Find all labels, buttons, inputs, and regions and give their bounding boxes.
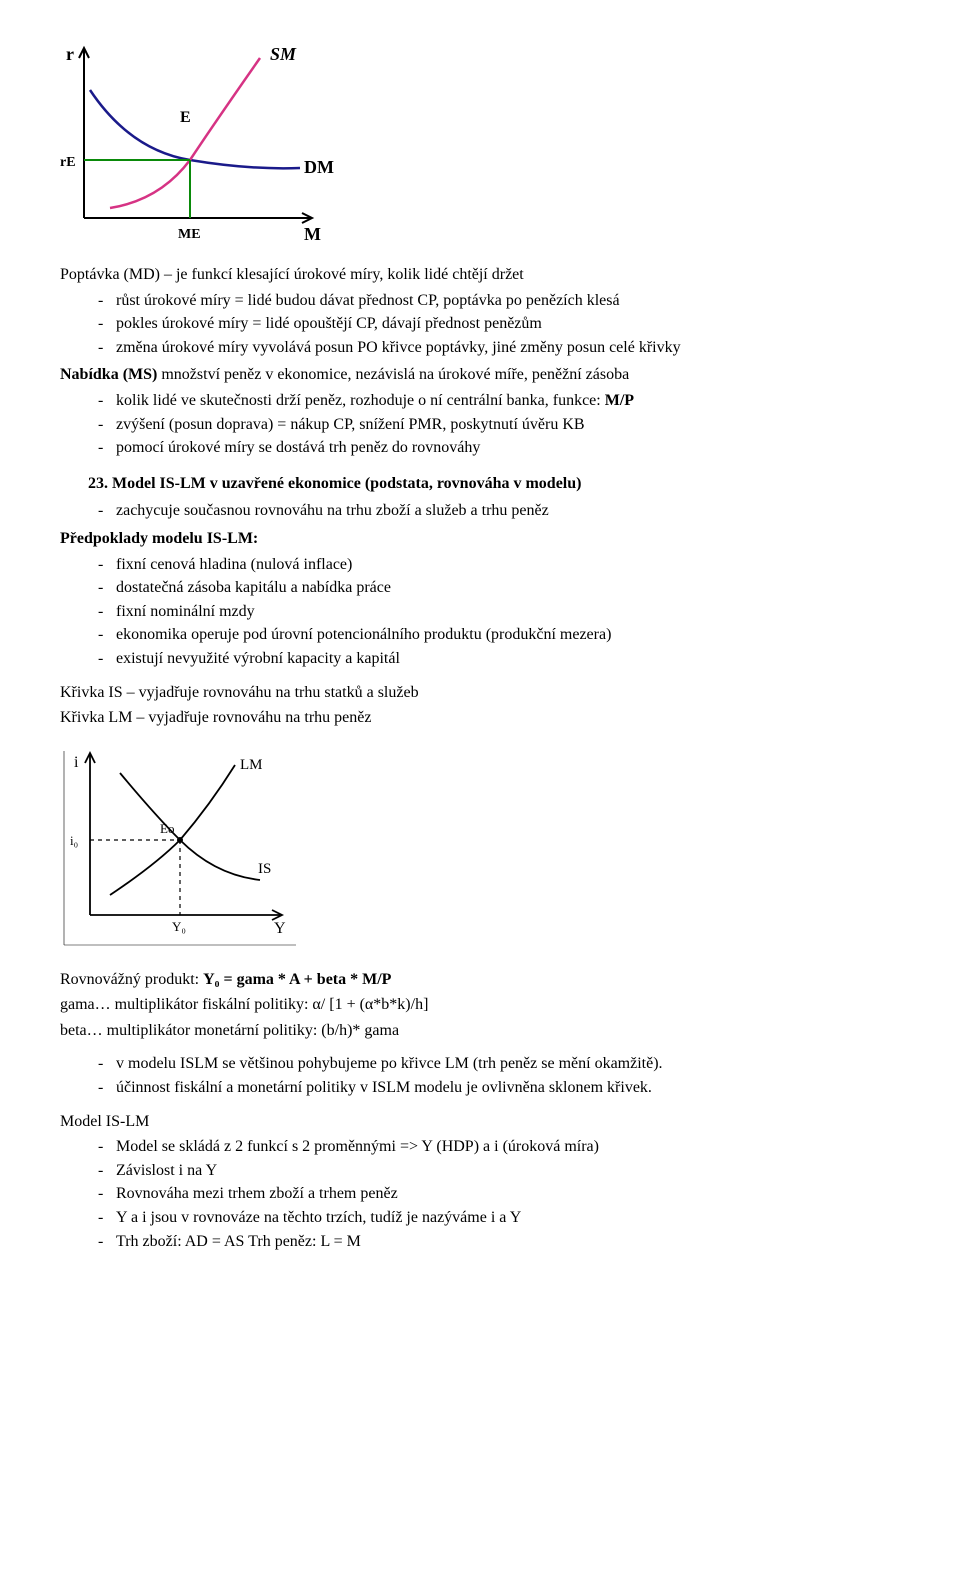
list-item: Y a i jsou v rovnováze na těchto trzích,… xyxy=(60,1207,900,1229)
lm-label: LM xyxy=(240,757,263,773)
islm-notes-list: v modelu ISLM se většinou pohybujeme po … xyxy=(60,1053,900,1098)
sm-curve xyxy=(110,58,260,208)
x-axis-label: Y xyxy=(274,920,286,937)
predpoklady-heading: Předpoklady modelu IS-LM: xyxy=(60,528,900,550)
rovn-prod-b: Y₀ = gama * A + beta * M/P xyxy=(203,971,391,988)
dm-curve xyxy=(90,90,300,168)
rovn-produkt-line: Rovnovážný produkt: Y₀ = gama * A + beta… xyxy=(60,969,900,991)
poptavka-list: růst úrokové míry = lidé budou dávat pře… xyxy=(60,290,900,359)
list-item: fixní nominální mzdy xyxy=(60,601,900,623)
e-label: E xyxy=(180,109,191,126)
list-item: zachycuje současnou rovnováhu na trhu zb… xyxy=(60,500,900,522)
y0-label: Y₀ xyxy=(172,919,186,934)
list-item: dostatečná zásoba kapitálu a nabídka prá… xyxy=(60,577,900,599)
dm-label: DM xyxy=(304,157,334,177)
y-axis-label: i xyxy=(74,754,79,771)
rovn-prod-a: Rovnovážný produkt: xyxy=(60,971,203,988)
list-item: růst úrokové míry = lidé budou dávat pře… xyxy=(60,290,900,312)
poptavka-intro: Poptávka (MD) – je funkcí klesající úrok… xyxy=(60,264,900,286)
nabidka-b1-text: kolik lidé ve skutečnosti drží peněz, ro… xyxy=(116,392,605,409)
sm-label: SM xyxy=(270,44,297,64)
list-item: ekonomika operuje pod úrovní potencionál… xyxy=(60,624,900,646)
list-item: pomocí úrokové míry se dostává trh peněz… xyxy=(60,437,900,459)
list-item: existují nevyužité výrobní kapacity a ka… xyxy=(60,648,900,670)
list-item: Trh zboží: AD = AS Trh peněz: L = M xyxy=(60,1231,900,1253)
eq-point xyxy=(177,837,183,843)
list-item: v modelu ISLM se většinou pohybujeme po … xyxy=(60,1053,900,1075)
list-item: Rovnováha mezi trhem zboží a trhem peněz xyxy=(60,1183,900,1205)
list-item: pokles úrokové míry = lidé opouštějí CP,… xyxy=(60,313,900,335)
krivka-is-line: Křivka IS – vyjadřuje rovnováhu na trhu … xyxy=(60,682,900,704)
list-item: změna úrokové míry vyvolává posun PO kři… xyxy=(60,337,900,359)
x-axis-label: M xyxy=(304,224,321,244)
re-label: rE xyxy=(60,155,76,170)
nabidka-list: kolik lidé ve skutečnosti drží peněz, ro… xyxy=(60,390,900,459)
section-23-heading: 23. Model IS-LM v uzavřené ekonomice (po… xyxy=(88,473,900,495)
nabidka-intro: Nabídka (MS) množství peněz v ekonomice,… xyxy=(60,364,900,386)
chart2-svg: i Y LM IS Eo i₀ Y₀ xyxy=(60,745,310,955)
list-item: Model se skládá z 2 funkcí s 2 proměnným… xyxy=(60,1136,900,1158)
list-item: účinnost fiskální a monetární politiky v… xyxy=(60,1077,900,1099)
list-item: Závislost i na Y xyxy=(60,1160,900,1182)
chart1-svg: r M SM DM E rE ME xyxy=(60,40,340,250)
gama-line: gama… multiplikátor fiskální politiky: α… xyxy=(60,994,900,1016)
nabidka-intro-bold: Nabídka (MS) xyxy=(60,366,157,383)
y-axis-label: r xyxy=(66,44,74,64)
eo-label: Eo xyxy=(160,821,174,836)
nabidka-b1-bold: M/P xyxy=(605,392,634,409)
model-islm-heading: Model IS-LM xyxy=(60,1111,900,1133)
list-item: zvýšení (posun doprava) = nákup CP, sníž… xyxy=(60,414,900,436)
is-label: IS xyxy=(258,861,271,877)
beta-line: beta… multiplikátor monetární politiky: … xyxy=(60,1020,900,1042)
predpoklady-list: fixní cenová hladina (nulová inflace) do… xyxy=(60,554,900,670)
nabidka-intro-rest: množství peněz v ekonomice, nezávislá na… xyxy=(157,366,629,383)
i0-label: i₀ xyxy=(70,833,78,848)
predpoklady-bold: Předpoklady modelu IS-LM: xyxy=(60,530,258,547)
list-item: fixní cenová hladina (nulová inflace) xyxy=(60,554,900,576)
krivka-lm-line: Křivka LM – vyjadřuje rovnováhu na trhu … xyxy=(60,707,900,729)
islm-chart: i Y LM IS Eo i₀ Y₀ xyxy=(60,745,900,955)
s23-list: zachycuje současnou rovnováhu na trhu zb… xyxy=(60,500,900,522)
is-curve xyxy=(120,773,260,880)
money-market-chart: r M SM DM E rE ME xyxy=(60,40,900,250)
me-label: ME xyxy=(178,227,201,242)
model-islm-list: Model se skládá z 2 funkcí s 2 proměnným… xyxy=(60,1136,900,1252)
list-item: kolik lidé ve skutečnosti drží peněz, ro… xyxy=(60,390,900,412)
